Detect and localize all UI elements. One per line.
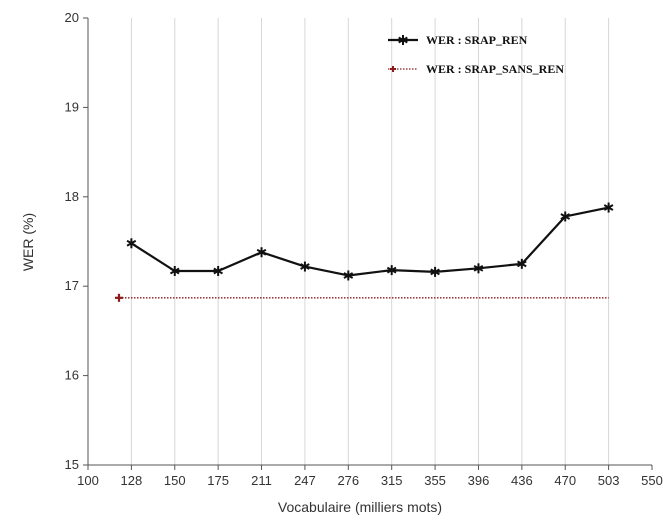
point-marker <box>430 266 440 277</box>
x-tick-label: 276 <box>337 473 359 488</box>
y-tick-label: 20 <box>65 10 79 25</box>
marker-stroke <box>256 248 267 256</box>
grid-lines <box>130 18 610 465</box>
y-tick-label: 15 <box>65 457 79 472</box>
point-marker <box>213 266 223 277</box>
x-tick-label: 396 <box>468 473 490 488</box>
series-layer <box>114 202 614 302</box>
axes <box>87 18 652 466</box>
point-marker <box>386 265 397 276</box>
x-tick-label: 503 <box>598 473 620 488</box>
y-axis-title: WER (%) <box>20 213 36 271</box>
x-tick-label: 211 <box>251 473 272 488</box>
marker-stroke <box>386 266 397 274</box>
y-tick-label: 16 <box>65 368 79 383</box>
marker-stroke <box>473 264 484 272</box>
point-marker <box>343 270 354 281</box>
y-axis-ticks: 15 16 17 18 19 20 <box>65 10 88 472</box>
marker-stroke <box>517 260 527 268</box>
y-tick-label: 17 <box>65 278 79 293</box>
point-marker <box>169 266 180 277</box>
legend-label: WER : SRAP_SANS_REN <box>426 62 564 76</box>
marker-stroke <box>169 267 180 275</box>
marker-stroke <box>213 267 223 275</box>
point-marker <box>114 293 123 302</box>
point-marker <box>603 202 614 213</box>
marker-stroke <box>560 213 571 220</box>
x-tick-label: 247 <box>294 473 316 488</box>
point-marker <box>517 258 527 269</box>
marker-stroke <box>398 36 408 44</box>
x-tick-label: 355 <box>424 473 446 488</box>
x-tick-label: 436 <box>511 473 533 488</box>
x-tick-label: 128 <box>121 473 143 488</box>
x-axis-ticks: 100 128 150 175 211 247 276 315 355 396 436 470 503 5… <box>77 465 663 488</box>
marker-stroke <box>126 239 137 247</box>
marker-stroke <box>430 268 440 276</box>
legend-label: WER : SRAP_REN <box>426 33 528 47</box>
point-marker <box>398 35 408 45</box>
legend: WER : SRAP_REN WER : SRAP_SANS_REN <box>388 33 564 76</box>
series-line-srap-ren <box>130 206 609 277</box>
x-tick-label: 175 <box>207 473 229 488</box>
x-tick-label: 150 <box>164 473 186 488</box>
marker-stroke <box>343 272 354 279</box>
point-marker <box>126 238 137 249</box>
x-axis-title: Vocabulaire (milliers mots) <box>278 499 442 515</box>
point-marker <box>560 211 571 222</box>
x-tick-label: 470 <box>554 473 576 488</box>
y-tick-label: 19 <box>65 99 79 114</box>
marker-stroke <box>300 263 310 270</box>
point-marker <box>256 247 267 258</box>
x-tick-label: 550 <box>641 473 663 488</box>
x-tick-label: 100 <box>77 473 99 488</box>
x-tick-label: 315 <box>381 473 403 488</box>
marker-stroke <box>603 204 614 211</box>
y-tick-label: 18 <box>65 189 79 204</box>
point-marker <box>300 261 310 272</box>
point-marker <box>473 263 484 274</box>
